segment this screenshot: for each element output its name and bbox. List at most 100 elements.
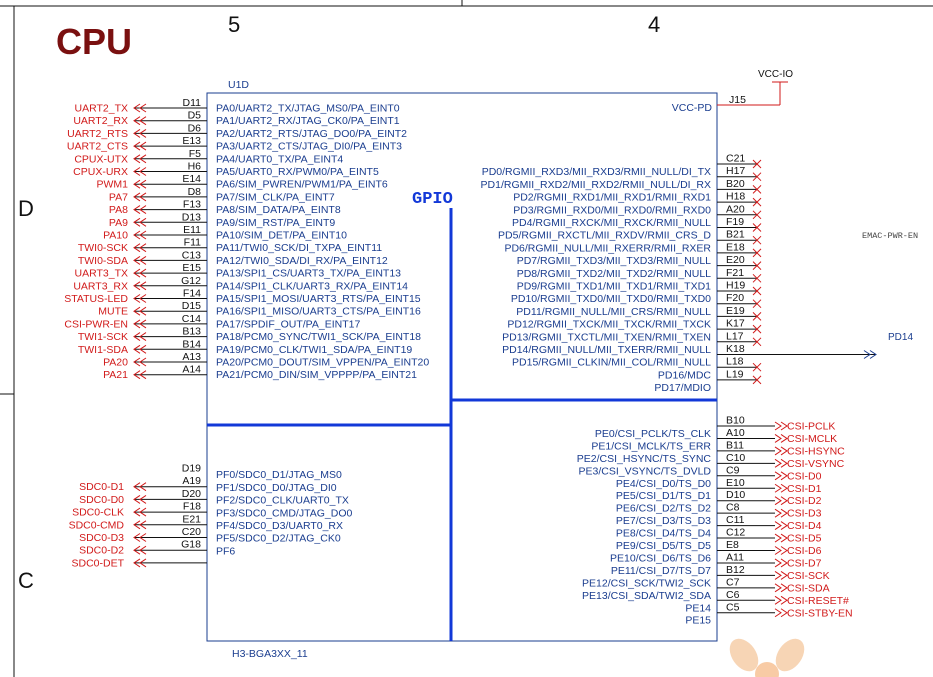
net-label[interactable]: CSI-D4 bbox=[787, 520, 822, 532]
net-arrow bbox=[139, 167, 147, 176]
net-label[interactable]: CSI-HSYNC bbox=[787, 445, 845, 457]
net-arrow bbox=[139, 103, 147, 113]
net-label[interactable]: CSI-D5 bbox=[787, 533, 822, 545]
net-label[interactable]: CSI-PWR-EN bbox=[64, 318, 128, 330]
pin-name: PA8/SIM_DATA/PA_EINT8 bbox=[216, 204, 341, 216]
net-label[interactable]: CPUX-URX bbox=[73, 166, 128, 178]
net-arrow bbox=[133, 217, 141, 227]
net-label[interactable]: UART3_TX bbox=[75, 268, 129, 280]
net-label[interactable]: SDC0-D3 bbox=[79, 532, 124, 544]
net-label[interactable]: TWI0-SCK bbox=[78, 242, 128, 254]
net-label[interactable]: CSI-D7 bbox=[787, 557, 822, 569]
net-label[interactable]: CSI-MCLK bbox=[787, 433, 837, 445]
ball-label: A19 bbox=[182, 475, 201, 487]
net-label[interactable]: CSI-D6 bbox=[787, 545, 822, 557]
ball-label: A11 bbox=[726, 551, 744, 563]
net-label[interactable]: PA10 bbox=[103, 230, 128, 242]
net-label[interactable]: CSI-PCLK bbox=[787, 421, 835, 433]
pin-name: PE7/CSI_D3/TS_D3 bbox=[616, 515, 711, 527]
pin-name: PF4/SDC0_D3/UART0_RX bbox=[216, 520, 343, 532]
pin-name: PD1/RGMII_RXD2/MII_RXD2/RMII_NULL/DI_RX bbox=[481, 179, 711, 191]
net-label[interactable]: PA8 bbox=[109, 204, 128, 216]
pin-name: PE8/CSI_D4/TS_D4 bbox=[616, 528, 711, 540]
no-connect-mark bbox=[752, 223, 762, 232]
net-arrow bbox=[780, 583, 788, 593]
net-arrow bbox=[133, 494, 141, 504]
net-label[interactable]: CSI-RESET# bbox=[787, 595, 849, 607]
pin-name: PA5/UART0_RX/PWM0/PA_EINT5 bbox=[216, 166, 379, 178]
net-label[interactable]: SDC0-CLK bbox=[72, 507, 124, 519]
net-arrow bbox=[139, 558, 147, 568]
net-label[interactable]: CSI-SDA bbox=[787, 582, 830, 594]
net-arrow bbox=[139, 332, 147, 342]
net-label[interactable]: PA20 bbox=[103, 357, 128, 369]
pin-name: PA9/SIM_RST/PA_EINT9 bbox=[216, 217, 335, 229]
net-arrow bbox=[133, 281, 141, 291]
ball-label: B14 bbox=[182, 338, 201, 350]
ball-label: D13 bbox=[182, 211, 201, 223]
ball-label: H19 bbox=[726, 280, 745, 292]
pin-name: PE6/CSI_D2/TS_D2 bbox=[616, 503, 711, 515]
net-arrow bbox=[780, 521, 788, 531]
net-label[interactable]: MUTE bbox=[98, 306, 128, 318]
net-arrow bbox=[133, 370, 141, 380]
net-arrow bbox=[139, 344, 147, 354]
net-arrow bbox=[774, 496, 782, 506]
net-label[interactable]: CSI-D0 bbox=[787, 470, 822, 482]
net-arrow bbox=[139, 482, 147, 492]
pin-name: PD0/RGMII_RXD3/MII_RXD3/RMII_NULL/DI_TX bbox=[482, 166, 711, 178]
net-arrow bbox=[133, 243, 141, 253]
net-arrow bbox=[133, 344, 141, 354]
net-arrow bbox=[780, 446, 788, 456]
net-label[interactable]: PWM1 bbox=[97, 179, 129, 191]
net-label[interactable]: SDC0-D1 bbox=[79, 481, 124, 493]
vcc-pd-pin: VCC-PD bbox=[672, 102, 713, 114]
pin-name: PE2/CSI_HSYNC/TS_SYNC bbox=[577, 453, 712, 465]
block-label-gpio: GPIO bbox=[412, 190, 453, 209]
net-arrow bbox=[774, 471, 782, 481]
net-arrow bbox=[139, 268, 147, 278]
net-arrow bbox=[780, 533, 788, 543]
ball-label: E20 bbox=[726, 254, 745, 266]
net-label[interactable]: CSI-VSYNC bbox=[787, 458, 845, 470]
pin-name: PF3/SDC0_CMD/JTAG_DO0 bbox=[216, 507, 352, 519]
net-label[interactable]: CSI-SCK bbox=[787, 570, 830, 582]
net-label[interactable]: SDC0-CMD bbox=[69, 519, 125, 531]
ball-label: D8 bbox=[188, 186, 202, 198]
pin-name: PD8/RGMII_TXD2/MII_TXD2/RMII_NULL bbox=[517, 268, 711, 280]
ball-label: E14 bbox=[182, 173, 201, 185]
net-label[interactable]: UART2_RX bbox=[73, 115, 128, 127]
net-label[interactable]: UART2_RTS bbox=[67, 128, 128, 140]
net-label[interactable]: CSI-D1 bbox=[787, 483, 822, 495]
pin-name: PF6 bbox=[216, 545, 235, 557]
pd14-net-label[interactable]: PD14 bbox=[888, 332, 913, 343]
pin-name: PD14/RGMII_NULL/MII_TXERR/RMII_NULL bbox=[502, 344, 711, 356]
net-label[interactable]: CSI-D3 bbox=[787, 508, 822, 520]
pin-name: PF2/SDC0_CLK/UART0_TX bbox=[216, 495, 349, 507]
net-arrow bbox=[774, 595, 782, 605]
net-label[interactable]: CSI-D2 bbox=[787, 495, 822, 507]
net-label[interactable]: PA21 bbox=[103, 369, 128, 381]
net-label[interactable]: UART3_RX bbox=[73, 280, 128, 292]
net-arrow bbox=[133, 545, 141, 555]
net-label[interactable]: CPUX-UTX bbox=[74, 153, 128, 165]
net-arrow bbox=[139, 141, 147, 151]
net-label[interactable]: UART2_CTS bbox=[67, 141, 128, 153]
net-arrow bbox=[780, 508, 788, 518]
ball-label: F13 bbox=[183, 199, 201, 211]
net-label[interactable]: PA9 bbox=[109, 217, 128, 229]
net-label[interactable]: TWI1-SDA bbox=[78, 344, 128, 356]
net-label[interactable]: SDC0-D2 bbox=[79, 545, 124, 557]
net-label[interactable]: SDC0-DET bbox=[71, 557, 124, 569]
net-label[interactable]: UART2_TX bbox=[75, 103, 129, 115]
net-label[interactable]: TWI0-SDA bbox=[78, 255, 128, 267]
net-arrow bbox=[774, 533, 782, 543]
ball-label: B13 bbox=[182, 326, 201, 338]
net-label[interactable]: TWI1-SCK bbox=[78, 331, 128, 343]
pin-name: PF5/SDC0_D2/JTAG_CK0 bbox=[216, 533, 341, 545]
net-label[interactable]: SDC0-D0 bbox=[79, 494, 124, 506]
net-label[interactable]: CSI-STBY-EN bbox=[787, 607, 853, 619]
net-label[interactable]: PA7 bbox=[109, 191, 128, 203]
pin-name: PD12/RGMII_TXCK/MII_TXCK/RMII_TXCK bbox=[507, 319, 711, 331]
net-label[interactable]: STATUS-LED bbox=[64, 293, 128, 305]
